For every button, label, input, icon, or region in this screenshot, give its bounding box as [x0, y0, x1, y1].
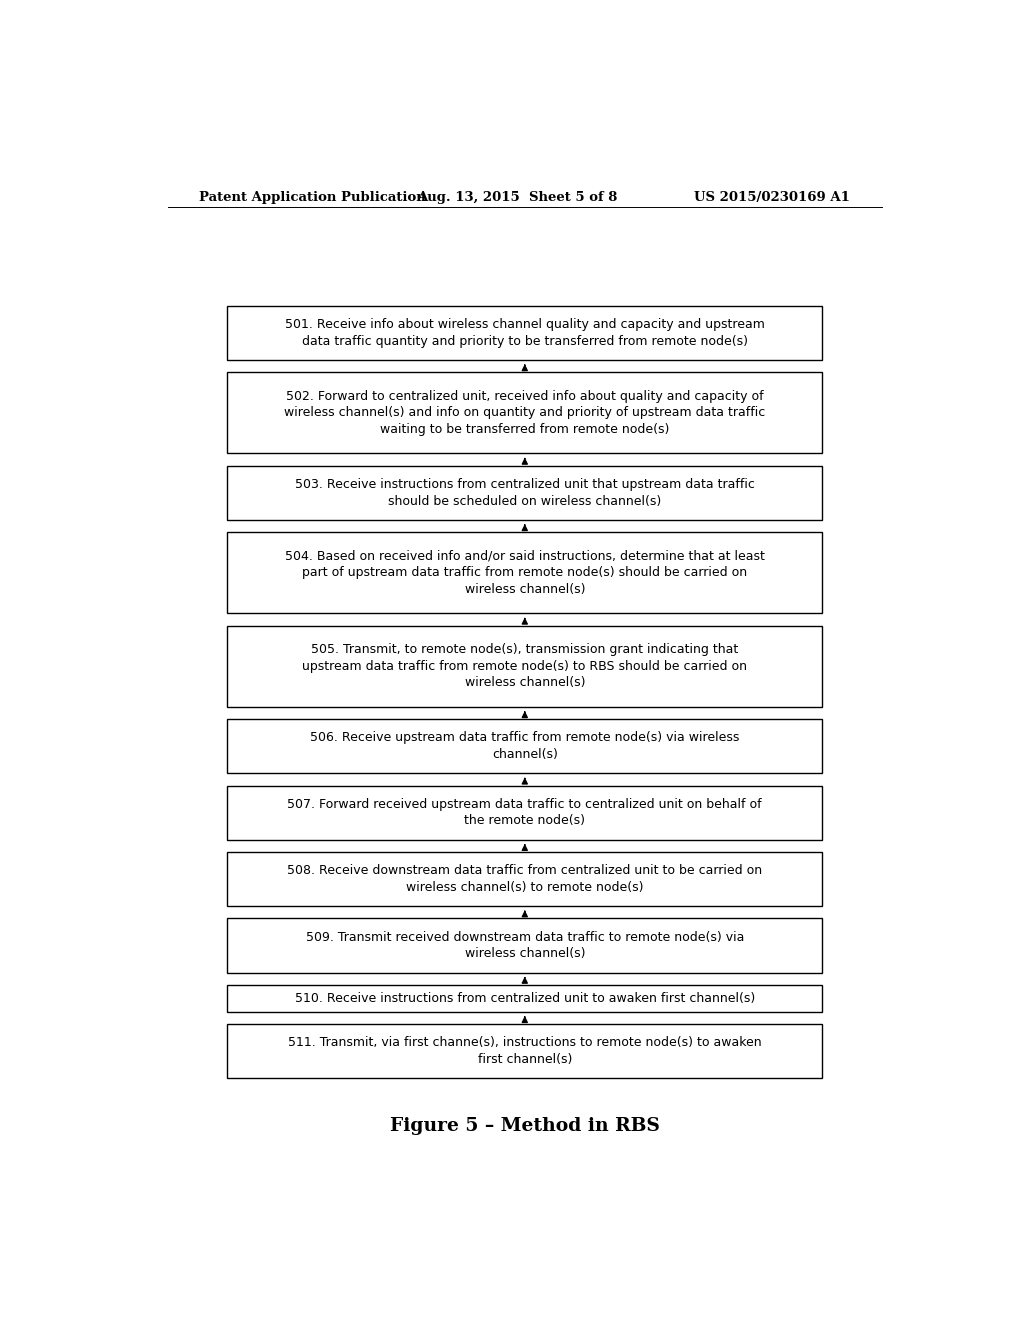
- Bar: [227, 719, 822, 774]
- Bar: [227, 785, 822, 840]
- Text: 502. Forward to centralized unit, received info about quality and capacity of
wi: 502. Forward to centralized unit, receiv…: [285, 389, 765, 436]
- Bar: [227, 919, 822, 973]
- Text: 510. Receive instructions from centralized unit to awaken first channel(s): 510. Receive instructions from centraliz…: [295, 991, 755, 1005]
- Bar: [227, 1024, 822, 1078]
- Bar: [227, 626, 822, 708]
- Text: 507. Forward received upstream data traffic to centralized unit on behalf of
the: 507. Forward received upstream data traf…: [288, 797, 762, 828]
- Text: Patent Application Publication: Patent Application Publication: [200, 190, 426, 203]
- Text: Figure 5 – Method in RBS: Figure 5 – Method in RBS: [390, 1117, 659, 1135]
- Text: 504. Based on received info and/or said instructions, determine that at least
pa: 504. Based on received info and/or said …: [285, 549, 765, 595]
- Text: 508. Receive downstream data traffic from centralized unit to be carried on
wire: 508. Receive downstream data traffic fro…: [288, 865, 762, 894]
- Bar: [227, 306, 822, 360]
- Text: 503. Receive instructions from centralized unit that upstream data traffic
shoul: 503. Receive instructions from centraliz…: [295, 478, 755, 508]
- Text: 509. Transmit received downstream data traffic to remote node(s) via
wireless ch: 509. Transmit received downstream data t…: [305, 931, 744, 960]
- Bar: [227, 372, 822, 454]
- Bar: [227, 532, 822, 614]
- Text: 505. Transmit, to remote node(s), transmission grant indicating that
upstream da: 505. Transmit, to remote node(s), transm…: [302, 643, 748, 689]
- Bar: [227, 851, 822, 906]
- Text: US 2015/0230169 A1: US 2015/0230169 A1: [694, 190, 850, 203]
- Text: 506. Receive upstream data traffic from remote node(s) via wireless
channel(s): 506. Receive upstream data traffic from …: [310, 731, 739, 760]
- Bar: [227, 985, 822, 1012]
- Text: Aug. 13, 2015  Sheet 5 of 8: Aug. 13, 2015 Sheet 5 of 8: [417, 190, 617, 203]
- Text: 501. Receive info about wireless channel quality and capacity and upstream
data : 501. Receive info about wireless channel…: [285, 318, 765, 347]
- Text: 511. Transmit, via first channe(s), instructions to remote node(s) to awaken
fir: 511. Transmit, via first channe(s), inst…: [288, 1036, 762, 1065]
- Bar: [227, 466, 822, 520]
